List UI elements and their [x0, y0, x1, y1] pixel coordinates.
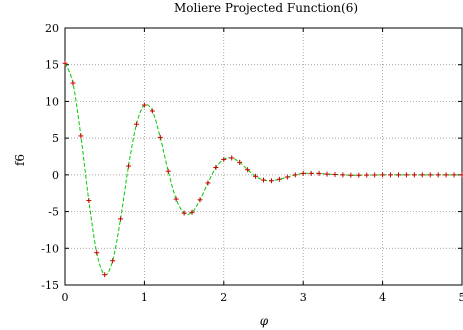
data-point: [237, 159, 243, 165]
x-tick-label: 3: [300, 291, 307, 304]
grid-lines: [65, 28, 462, 285]
data-point: [308, 170, 314, 176]
x-tick-label: 5: [459, 291, 463, 304]
data-point: [94, 250, 100, 256]
data-point: [459, 172, 463, 178]
data-point: [133, 121, 139, 127]
data-point: [284, 174, 290, 180]
data-point: [364, 172, 370, 178]
data-point: [245, 167, 251, 173]
series-line: [64, 63, 462, 276]
data-point: [102, 272, 108, 278]
data-point: [86, 198, 92, 204]
chart-title: Moliere Projected Function(6): [174, 1, 358, 15]
y-axis-ticks: -15 -10 -5 0 5 10 15 20: [41, 22, 462, 292]
data-point: [419, 172, 425, 178]
data-point: [62, 60, 68, 66]
data-point: [205, 180, 211, 186]
y-axis-label: f6: [13, 154, 27, 166]
data-point: [356, 172, 362, 178]
data-point: [348, 172, 354, 178]
data-point: [181, 210, 187, 216]
data-point: [268, 178, 274, 184]
y-tick-label: 15: [45, 59, 59, 72]
data-point: [165, 168, 171, 174]
data-point: [157, 134, 163, 140]
data-point: [292, 172, 298, 178]
plot-frame: [64, 27, 463, 286]
data-point: [380, 172, 386, 178]
data-point: [70, 80, 76, 86]
data-point: [78, 133, 84, 139]
y-tick-label: -10: [41, 242, 59, 255]
x-tick-label: 0: [62, 291, 69, 304]
data-point: [126, 163, 132, 169]
y-tick-label: 0: [52, 169, 59, 182]
data-point: [332, 171, 338, 177]
data-point: [141, 102, 147, 108]
data-point: [189, 209, 195, 215]
data-point: [451, 172, 457, 178]
data-point: [411, 172, 417, 178]
data-point: [443, 172, 449, 178]
data-point: [213, 165, 219, 171]
y-tick-label: -15: [41, 279, 59, 292]
data-point: [324, 171, 330, 177]
x-tick-label: 1: [141, 291, 148, 304]
data-point: [229, 155, 235, 161]
data-point: [340, 172, 346, 178]
data-point: [197, 197, 203, 203]
x-axis-label: φ: [260, 314, 269, 328]
data-point: [110, 258, 116, 264]
data-point: [316, 170, 322, 176]
data-point: [261, 177, 266, 183]
data-point: [395, 172, 401, 178]
data-point: [221, 156, 227, 162]
x-tick-label: 2: [220, 291, 227, 304]
data-point: [276, 176, 282, 182]
y-tick-label: 5: [52, 132, 59, 145]
data-point: [149, 108, 155, 114]
data-point: [435, 172, 441, 178]
y-tick-label: -5: [48, 206, 59, 219]
data-point: [253, 173, 259, 179]
x-axis-ticks: 0 1 2 3 4 5: [62, 28, 463, 304]
y-tick-label: 20: [45, 22, 59, 35]
x-tick-label: 4: [379, 291, 386, 304]
data-point: [427, 172, 433, 178]
data-point: [118, 216, 124, 222]
data-point: [372, 172, 378, 178]
data-point: [388, 172, 394, 178]
y-tick-label: 10: [45, 95, 59, 108]
data-point: [173, 196, 179, 202]
data-point: [403, 172, 409, 178]
series-markers: [62, 60, 463, 278]
data-point: [300, 170, 306, 176]
